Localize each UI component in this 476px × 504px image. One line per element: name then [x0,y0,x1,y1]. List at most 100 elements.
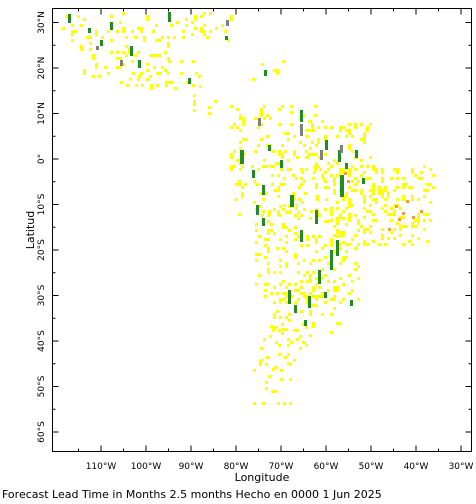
forecast-cell [336,286,339,289]
forecast-cell [146,18,149,21]
forecast-cell [268,210,271,213]
forecast-cell [291,295,294,298]
forecast-cell [357,243,360,246]
forecast-cell [280,183,283,186]
forecast-cell [393,210,396,213]
forecast-cell [308,153,311,156]
forecast-cell [152,54,155,57]
forecast-cell [167,45,170,48]
forecast-cell [279,214,282,217]
forecast-cell [342,259,345,262]
forecast-cell [267,229,270,232]
forecast-cell [287,353,290,356]
forecast-cell [324,186,327,189]
forecast-cell [312,304,315,307]
forecast-cell [348,123,351,126]
forecast-cell [277,210,280,213]
forecast-cell [258,253,261,256]
forecast-cell [120,60,123,66]
forecast-cell [330,244,333,247]
forecast-cell [387,195,390,198]
forecast-cell [285,295,288,298]
forecast-cell [297,289,300,292]
forecast-cell [261,214,264,217]
forecast-cell [116,30,119,33]
forecast-cell [146,69,149,72]
forecast-cell [170,24,173,27]
forecast-cell [406,200,409,203]
forecast-cell [348,129,351,132]
forecast-cell [381,237,384,240]
forecast-cell [294,226,297,229]
forecast-cell [241,192,244,195]
forecast-cell [110,15,113,18]
forecast-cell [200,27,203,30]
forecast-cell [305,344,308,347]
forecast-cell [300,280,303,283]
forecast-cell [305,129,308,132]
forecast-cell [77,15,80,18]
lat-tick-label: 20°S [37,239,47,261]
forecast-cell [277,213,280,216]
lon-tick-label: 50°W [359,462,384,472]
forecast-cell [242,123,245,126]
forecast-cell [308,129,311,132]
forecast-cell [293,329,296,332]
forecast-cell [294,305,297,313]
forecast-cell [300,124,303,136]
forecast-cell [262,218,265,226]
forecast-cell [239,147,242,150]
forecast-cell [318,259,321,262]
forecast-cell [147,78,150,81]
forecast-cell [259,360,262,363]
forecast-cell [366,126,369,129]
forecast-cell [282,60,285,63]
forecast-cell [299,335,302,338]
forecast-cell [236,126,239,129]
forecast-cell [432,186,435,189]
forecast-cell [279,301,282,304]
forecast-cell [360,159,363,162]
forecast-cell [267,262,270,265]
forecast-cell [298,198,301,201]
forecast-cell [86,36,89,39]
forecast-cell [303,180,306,183]
forecast-cell [290,105,293,108]
forecast-cell [411,243,414,246]
forecast-cell [141,84,144,87]
forecast-cell [104,66,107,69]
forecast-cell [351,204,354,207]
forecast-cell [155,39,158,42]
forecast-cell [240,150,244,164]
forecast-cell [146,63,149,66]
forecast-cell [315,186,318,189]
forecast-cell [293,150,296,153]
forecast-cell [80,24,83,27]
forecast-cell [327,280,330,283]
forecast-cell [303,295,306,298]
forecast-cell [208,106,211,109]
forecast-cell [282,298,285,301]
forecast-cell [267,271,270,274]
forecast-cell [159,72,162,75]
forecast-cell [131,30,134,33]
forecast-cell [351,280,354,283]
forecast-cell [262,198,265,201]
forecast-cell [167,42,170,45]
forecast-cell [235,198,238,201]
forecast-cell [268,145,271,151]
forecast-cell [366,165,369,168]
forecast-cell [134,36,137,39]
forecast-cell [390,231,393,234]
forecast-cell [134,54,137,57]
forecast-cell [390,207,393,210]
forecast-cell [426,189,429,192]
forecast-cell [275,326,278,329]
forecast-cell [330,126,333,129]
forecast-cell [338,150,341,162]
forecast-cell [336,174,339,177]
forecast-cell [290,341,293,344]
forecast-cell [264,244,267,247]
forecast-cell [297,298,300,301]
forecast-cell [290,111,293,114]
